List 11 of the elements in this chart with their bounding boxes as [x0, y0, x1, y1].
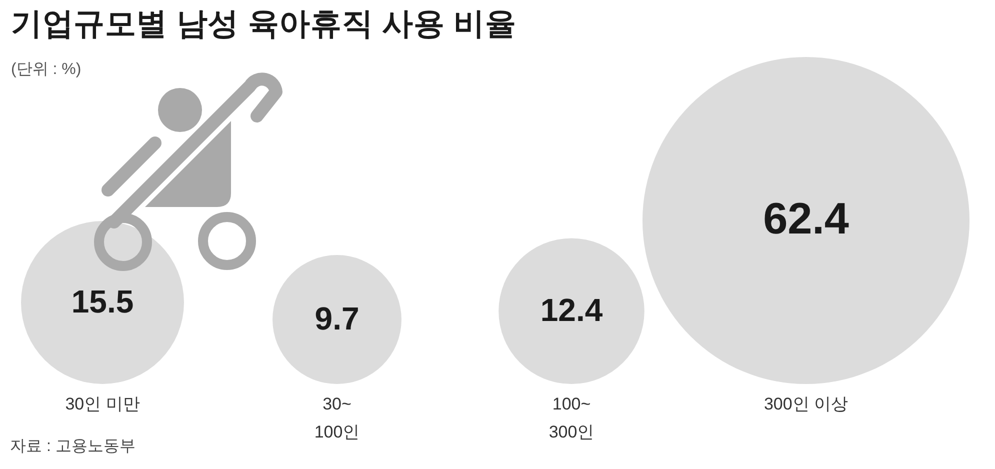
data-label: 15.5 [71, 283, 134, 320]
category-label: 100~ 300인 [548, 394, 594, 442]
category-label: 30~ 100인 [314, 394, 360, 442]
data-label: 12.4 [540, 292, 603, 328]
text: 기업규모별 남성 육아휴직 사용 비율 [11, 5, 516, 43]
category-label: 30인 미만 [65, 394, 140, 414]
data-label: 62.4 [763, 194, 850, 244]
text: 자료 : 고용노동부 [10, 437, 136, 457]
data-label: 9.7 [314, 300, 360, 336]
text: (단위 : %) [11, 60, 82, 80]
category-label: 300인 이상 [764, 394, 848, 414]
